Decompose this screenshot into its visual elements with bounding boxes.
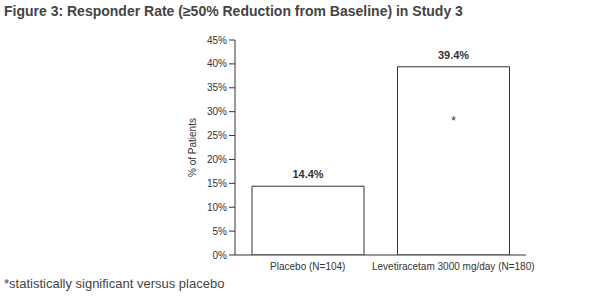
svg-text:15%: 15% xyxy=(207,178,227,189)
svg-text:20%: 20% xyxy=(207,154,227,165)
svg-text:39.4%: 39.4% xyxy=(438,49,469,61)
svg-text:40%: 40% xyxy=(207,58,227,69)
svg-text:14.4%: 14.4% xyxy=(292,168,323,180)
html-text:Figure 3: Responder Rate (≥50%: Figure 3: Responder Rate (≥50% Reduction… xyxy=(4,3,463,19)
svg-text:25%: 25% xyxy=(207,130,227,141)
svg-text:*: * xyxy=(451,114,456,128)
svg-text:5%: 5% xyxy=(213,226,228,237)
svg-text:45%: 45% xyxy=(207,35,227,46)
html-text:*statistically significant ver: *statistically significant versus placeb… xyxy=(4,276,225,291)
svg-text:Levetiracetam 3000 mg/day (N=1: Levetiracetam 3000 mg/day (N=180) xyxy=(372,261,535,272)
svg-text:% of Patients: % of Patients xyxy=(187,118,198,177)
svg-text:35%: 35% xyxy=(207,82,227,93)
svg-text:Placebo (N=104): Placebo (N=104) xyxy=(270,261,345,272)
svg-text:30%: 30% xyxy=(207,106,227,117)
svg-text:10%: 10% xyxy=(207,202,227,213)
svg-text:0%: 0% xyxy=(213,250,228,261)
